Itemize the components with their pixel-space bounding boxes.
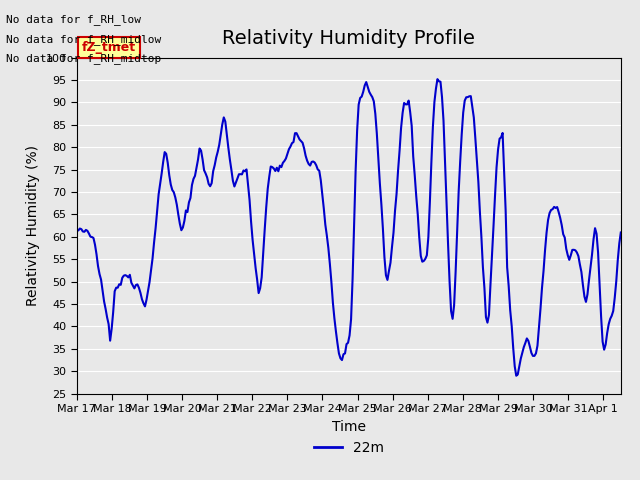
Legend: 22m: 22m xyxy=(308,435,389,461)
X-axis label: Time: Time xyxy=(332,420,366,433)
Text: No data for f_RH_midtop: No data for f_RH_midtop xyxy=(6,53,162,64)
Y-axis label: Relativity Humidity (%): Relativity Humidity (%) xyxy=(26,145,40,306)
Text: fZ_tmet: fZ_tmet xyxy=(82,41,136,54)
Title: Relativity Humidity Profile: Relativity Humidity Profile xyxy=(222,29,476,48)
Text: No data for f_RH_midlow: No data for f_RH_midlow xyxy=(6,34,162,45)
Text: No data for f_RH_low: No data for f_RH_low xyxy=(6,14,141,25)
